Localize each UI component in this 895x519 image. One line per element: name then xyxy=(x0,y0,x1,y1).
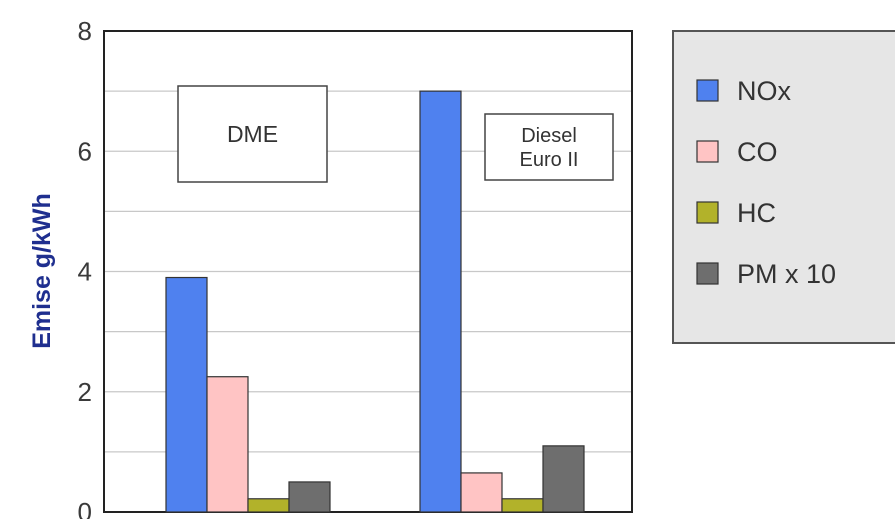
y-tick-labels: 0 2 4 6 8 xyxy=(78,16,92,519)
y-tick-label: 2 xyxy=(78,377,92,407)
annotation-text: Euro II xyxy=(520,149,579,171)
legend-label-pm-x-10: PM x 10 xyxy=(737,259,836,289)
annotation-text: DME xyxy=(227,121,278,147)
legend-swatch-co xyxy=(696,140,719,163)
plot-area xyxy=(103,30,633,513)
y-tick-label: 6 xyxy=(78,136,92,166)
legend-label-nox: NOx xyxy=(737,76,792,106)
bar-co-1 xyxy=(460,472,503,513)
bar-co-0 xyxy=(206,376,249,513)
y-tick-label: 0 xyxy=(78,497,92,519)
legend-label-hc: HC xyxy=(737,198,776,228)
bar-hc-1 xyxy=(501,498,544,513)
legend-label-co: CO xyxy=(737,137,778,167)
annotation-box xyxy=(484,113,614,181)
legend-swatch-pm-x-10 xyxy=(696,262,719,285)
bar-pm-x-10-0 xyxy=(288,481,331,513)
legend-swatch-nox xyxy=(696,79,719,102)
y-tick-label: 8 xyxy=(78,16,92,46)
bar-nox-0 xyxy=(165,276,208,513)
annotation-box xyxy=(177,85,328,183)
legend-swatch-hc xyxy=(696,201,719,224)
annotation-text: Diesel xyxy=(521,125,577,147)
y-tick-label: 4 xyxy=(78,257,92,287)
y-axis-label: Emise g/kWh xyxy=(28,193,56,349)
bar-pm-x-10-1 xyxy=(542,445,585,513)
legend: NOx CO HC PM x 10 xyxy=(672,30,895,344)
bar-hc-0 xyxy=(247,498,290,513)
bars-group xyxy=(165,90,585,513)
bar-nox-1 xyxy=(419,90,462,513)
